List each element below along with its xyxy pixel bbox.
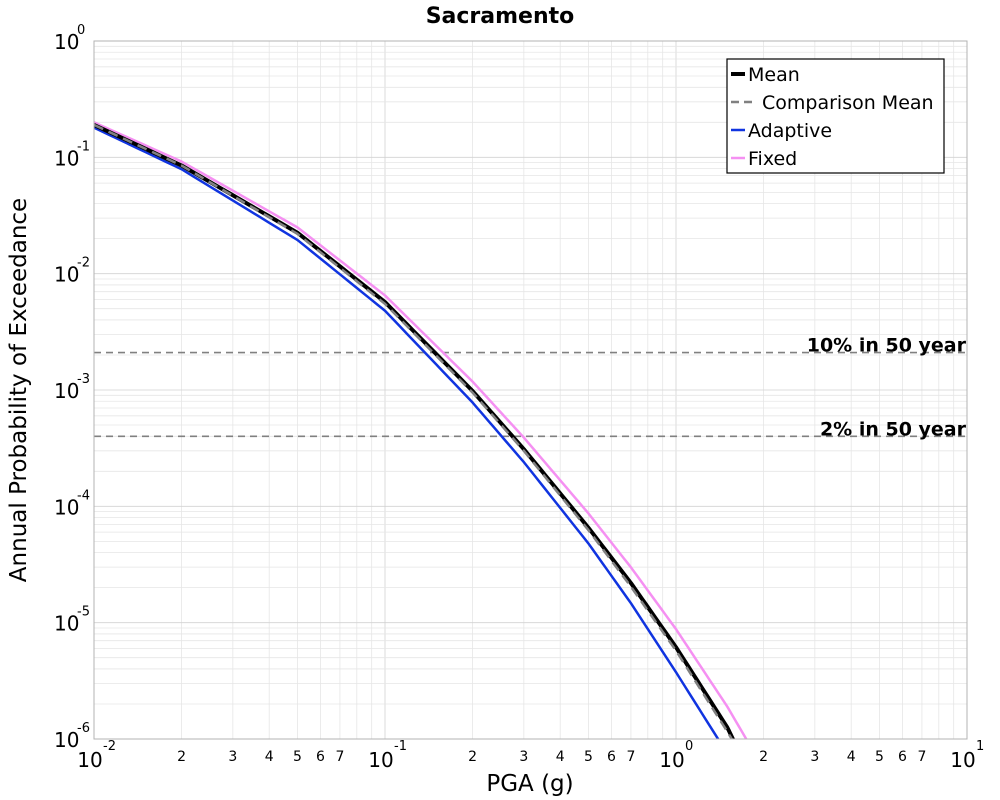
x-axis-label: PGA (g) — [486, 771, 573, 797]
y-tick-exponent: -2 — [77, 256, 90, 271]
y-tick-exponent: -6 — [77, 721, 90, 736]
x-minor-tick-label: 2 — [177, 749, 186, 765]
y-tick-base: 10 — [54, 495, 79, 519]
series-line-mean — [94, 123, 736, 739]
series-line-comparison-mean — [94, 123, 734, 739]
y-tick-base: 10 — [54, 379, 79, 403]
x-minor-tick-label: 7 — [917, 749, 926, 765]
y-major-tick-label: 10-2 — [54, 256, 90, 287]
series-line-fixed — [94, 121, 748, 739]
x-minor-tick-label: 6 — [316, 749, 325, 765]
y-major-tick-label: 10-1 — [54, 139, 90, 170]
x-tick-exponent: 0 — [685, 739, 693, 754]
reference-line-label: 2% in 50 year — [820, 418, 967, 440]
x-major-tick-label: 101 — [950, 739, 984, 772]
reference-line-label: 10% in 50 year — [807, 335, 967, 357]
x-tick-base: 10 — [659, 748, 684, 772]
chart-title: Sacramento — [426, 4, 575, 29]
x-major-tick-label: 10-2 — [77, 739, 116, 772]
y-major-tick-label: 10-6 — [54, 721, 90, 752]
y-major-tick-label: 10-5 — [54, 605, 90, 636]
x-tick-exponent: 1 — [976, 739, 984, 754]
grid — [93, 41, 967, 740]
y-major-tick-label: 100 — [54, 23, 85, 54]
series-lines — [94, 121, 748, 739]
y-tick-exponent: -5 — [77, 605, 90, 620]
legend-box — [726, 58, 945, 174]
x-minor-tick-label: 3 — [519, 749, 528, 765]
y-tick-base: 10 — [54, 728, 79, 752]
x-minor-tick-label: 5 — [584, 749, 593, 765]
x-major-tick-label: 10-1 — [368, 739, 407, 772]
x-major-tick-label: 100 — [659, 739, 693, 772]
y-tick-exponent: -3 — [77, 372, 90, 387]
x-minor-tick-label: 4 — [265, 749, 274, 765]
x-minor-tick-label: 3 — [810, 749, 819, 765]
x-minor-tick-label: 7 — [626, 749, 635, 765]
plot-frame — [93, 40, 968, 740]
legend-entry-label: Fixed — [748, 148, 797, 170]
y-tick-base: 10 — [54, 263, 79, 287]
x-minor-tick-label: 2 — [759, 749, 768, 765]
x-minor-tick-label: 4 — [556, 749, 565, 765]
y-tick-exponent: -1 — [77, 139, 90, 154]
legend-entry-label: Adaptive — [748, 120, 832, 142]
series-line-adaptive — [94, 126, 720, 739]
x-minor-tick-label: 4 — [847, 749, 856, 765]
y-major-tick-label: 10-3 — [54, 372, 90, 403]
legend-entry-label: Mean — [748, 64, 800, 86]
x-minor-tick-label: 5 — [293, 749, 302, 765]
x-minor-tick-label: 2 — [468, 749, 477, 765]
x-tick-exponent: -2 — [103, 739, 116, 754]
x-tick-base: 10 — [950, 748, 975, 772]
y-tick-exponent: 0 — [77, 23, 85, 38]
x-tick-base: 10 — [77, 748, 102, 772]
y-axis-label: Annual Probability of Exceedance — [6, 198, 32, 582]
x-minor-tick-label: 6 — [898, 749, 907, 765]
legend: Mean Comparison Mean Adaptive Fixed — [726, 58, 945, 174]
y-tick-base: 10 — [54, 146, 79, 170]
x-minor-tick-label: 7 — [335, 749, 344, 765]
x-minor-tick-label: 3 — [228, 749, 237, 765]
y-major-tick-label: 10-4 — [54, 488, 90, 519]
y-tick-base: 10 — [54, 612, 79, 636]
legend-entry-label: Comparison Mean — [762, 92, 934, 114]
x-tick-exponent: -1 — [394, 739, 407, 754]
y-tick-base: 10 — [54, 30, 79, 54]
y-tick-exponent: -4 — [77, 488, 90, 503]
x-minor-tick-label: 5 — [875, 749, 884, 765]
reference-lines: 10% in 50 year 2% in 50 year — [94, 335, 967, 440]
x-minor-tick-label: 6 — [607, 749, 616, 765]
x-tick-base: 10 — [368, 748, 393, 772]
